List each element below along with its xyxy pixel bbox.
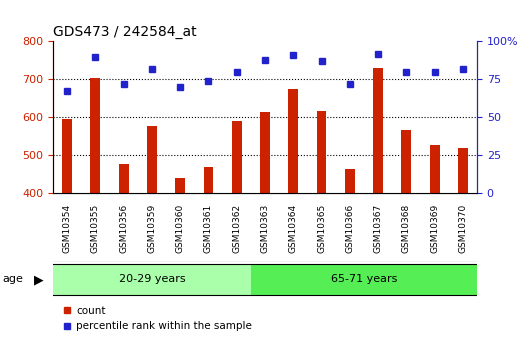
Bar bbox=[204, 167, 214, 193]
Text: GSM10370: GSM10370 bbox=[458, 204, 467, 253]
Text: GSM10354: GSM10354 bbox=[63, 204, 72, 253]
Bar bbox=[373, 68, 383, 193]
Text: GSM10366: GSM10366 bbox=[346, 204, 354, 253]
Text: GSM10368: GSM10368 bbox=[402, 204, 411, 253]
Text: GSM10361: GSM10361 bbox=[204, 204, 213, 253]
Text: GSM10367: GSM10367 bbox=[374, 204, 383, 253]
Bar bbox=[62, 119, 72, 193]
Text: age: age bbox=[3, 275, 23, 284]
Bar bbox=[345, 169, 355, 193]
FancyBboxPatch shape bbox=[53, 264, 251, 295]
Bar bbox=[119, 164, 129, 193]
Bar bbox=[430, 145, 439, 193]
Text: GSM10359: GSM10359 bbox=[147, 204, 156, 253]
Text: GSM10362: GSM10362 bbox=[232, 204, 241, 253]
Bar bbox=[147, 126, 157, 193]
Bar bbox=[91, 78, 100, 193]
Text: ▶: ▶ bbox=[34, 273, 44, 286]
Text: GSM10369: GSM10369 bbox=[430, 204, 439, 253]
Legend: count, percentile rank within the sample: count, percentile rank within the sample bbox=[58, 302, 256, 335]
Bar bbox=[232, 121, 242, 193]
Text: GSM10360: GSM10360 bbox=[176, 204, 184, 253]
Bar bbox=[175, 178, 185, 193]
Bar bbox=[260, 112, 270, 193]
Text: GSM10364: GSM10364 bbox=[289, 204, 298, 253]
Bar bbox=[458, 148, 468, 193]
Text: 20-29 years: 20-29 years bbox=[119, 275, 186, 284]
Text: GDS473 / 242584_at: GDS473 / 242584_at bbox=[53, 25, 197, 39]
FancyBboxPatch shape bbox=[251, 264, 477, 295]
Bar bbox=[401, 130, 411, 193]
Bar bbox=[316, 111, 326, 193]
Text: GSM10365: GSM10365 bbox=[317, 204, 326, 253]
Text: GSM10356: GSM10356 bbox=[119, 204, 128, 253]
Text: 65-71 years: 65-71 years bbox=[331, 275, 397, 284]
Text: GSM10363: GSM10363 bbox=[261, 204, 269, 253]
Text: GSM10355: GSM10355 bbox=[91, 204, 100, 253]
Bar bbox=[288, 89, 298, 193]
